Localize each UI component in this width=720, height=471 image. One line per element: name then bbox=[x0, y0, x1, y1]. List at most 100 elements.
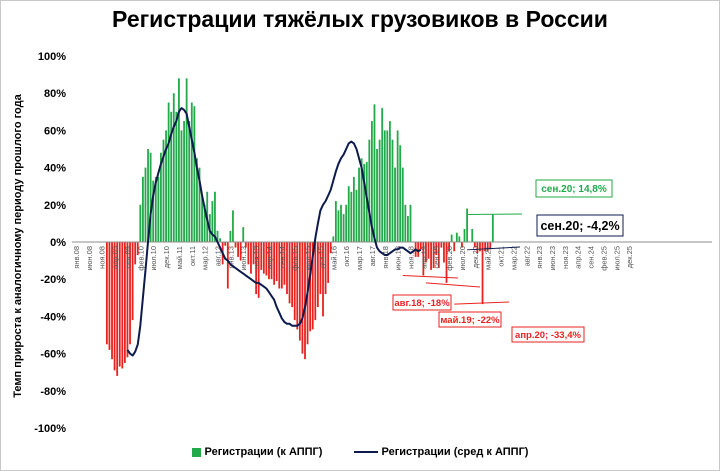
annotation-box bbox=[438, 311, 502, 328]
chart-bar bbox=[437, 242, 440, 269]
chart-bar bbox=[250, 242, 252, 274]
chart-bar bbox=[378, 139, 381, 242]
x-tick-label: июн.23 bbox=[548, 246, 557, 270]
chart-bar bbox=[268, 242, 270, 280]
chart-bar bbox=[237, 242, 239, 257]
y-tick-label: 0% bbox=[50, 237, 66, 249]
chart-bar bbox=[252, 242, 255, 265]
x-tick-label: ноя.23 bbox=[561, 246, 570, 269]
x-tick-label: июл.15 bbox=[304, 246, 313, 270]
chart-bar bbox=[147, 149, 149, 242]
chart-bar bbox=[373, 104, 376, 242]
chart-bar bbox=[162, 139, 165, 242]
annotation-label: апр.20; -33,4% bbox=[515, 330, 581, 341]
annotation-label: сен.20; -4,2% bbox=[540, 219, 619, 233]
annotation-label: авг.18; -18% bbox=[394, 298, 450, 309]
chart-bar bbox=[113, 242, 116, 371]
x-tick-label: фев.25 bbox=[599, 246, 608, 271]
chart-bar bbox=[427, 242, 430, 259]
chart-bar bbox=[216, 230, 219, 242]
x-tick-label: июл.20 bbox=[458, 246, 467, 270]
chart-bar bbox=[257, 242, 260, 298]
x-tick-label: апр.19 bbox=[419, 246, 428, 269]
x-tick-label: дек.25 bbox=[625, 246, 634, 268]
chart-bar bbox=[293, 242, 296, 321]
chart-bar bbox=[247, 242, 250, 265]
x-tick-label: окт.21 bbox=[497, 246, 506, 267]
chart-bar bbox=[296, 242, 299, 330]
chart-bar bbox=[386, 130, 389, 242]
y-tick-label: 40% bbox=[44, 163, 66, 175]
chart-bar bbox=[489, 242, 492, 250]
chart-bar bbox=[355, 189, 358, 242]
legend-label-bars: Регистрации (к АППГ) bbox=[204, 446, 323, 459]
chart-bar bbox=[440, 242, 443, 248]
chart-bar bbox=[342, 214, 345, 242]
chart-bar bbox=[111, 242, 113, 360]
chart-bar bbox=[448, 242, 450, 252]
x-tick-label: фев.10 bbox=[136, 246, 145, 271]
chart-bar bbox=[479, 242, 481, 252]
chart-bar bbox=[301, 242, 304, 354]
series-line-average bbox=[126, 107, 422, 357]
x-tick-label: сен.24 bbox=[587, 246, 596, 269]
chart-bar bbox=[278, 242, 281, 289]
x-tick-label: май.11 bbox=[175, 246, 184, 269]
chart-bar bbox=[136, 242, 139, 256]
chart-bar bbox=[417, 242, 420, 257]
chart-bar bbox=[430, 242, 432, 270]
chart-bar bbox=[391, 139, 394, 242]
chart-title: Регистрации тяжёлых грузовиков в России bbox=[112, 6, 608, 32]
chart-bar bbox=[105, 242, 108, 345]
chart-bar bbox=[129, 242, 131, 345]
x-tick-label: окт.16 bbox=[342, 246, 351, 267]
x-tick-label: янв.08 bbox=[72, 246, 81, 269]
chart-bar bbox=[432, 242, 435, 269]
chart-bar bbox=[404, 204, 407, 242]
annotation-box bbox=[536, 214, 624, 237]
legend-swatch-line bbox=[353, 451, 378, 454]
x-tick-label: мар.12 bbox=[201, 246, 210, 270]
chart-bar bbox=[175, 111, 178, 242]
x-tick-label: ноя.18 bbox=[406, 246, 415, 269]
chart-bar bbox=[139, 204, 142, 242]
chart-bar bbox=[265, 242, 268, 276]
chart-bar bbox=[288, 242, 291, 304]
chart-bar bbox=[149, 152, 152, 242]
chart-bar bbox=[262, 242, 265, 274]
annotation-leader bbox=[402, 274, 459, 279]
annotation-box bbox=[535, 179, 613, 198]
chart-bar bbox=[327, 242, 330, 283]
chart-bar bbox=[363, 163, 366, 242]
chart-bar bbox=[450, 234, 453, 242]
chart-bar bbox=[445, 242, 448, 283]
chart-bar bbox=[376, 149, 378, 242]
x-tick-label: янв.13 bbox=[226, 246, 235, 269]
chart-bar bbox=[422, 242, 425, 276]
chart-bar bbox=[347, 186, 350, 242]
chart-bar bbox=[160, 152, 162, 242]
annotation-label: сен.20; 14,8% bbox=[541, 184, 607, 195]
y-tick-label: -60% bbox=[40, 349, 66, 361]
chart-bar bbox=[270, 242, 273, 280]
legend-item-line: Регистрации (сред к АППГ) bbox=[353, 446, 528, 458]
chart-bar bbox=[157, 176, 160, 242]
chart-bar bbox=[152, 180, 155, 242]
x-tick-label: апр.09 bbox=[111, 246, 120, 269]
y-tick-label: -100% bbox=[34, 423, 66, 435]
chart-bar bbox=[283, 242, 286, 285]
chart-bar bbox=[273, 242, 276, 285]
chart-bar bbox=[260, 242, 263, 270]
chart-bar bbox=[345, 204, 348, 242]
y-tick-label: -20% bbox=[40, 274, 66, 286]
x-tick-label: авг.17 bbox=[368, 246, 377, 266]
chart-bar bbox=[196, 158, 198, 242]
chart-bar bbox=[224, 242, 227, 246]
chart-bar bbox=[232, 210, 234, 242]
chart-bar bbox=[352, 176, 355, 242]
chart-bar bbox=[358, 167, 360, 242]
chart-bar bbox=[190, 102, 193, 242]
chart-bar bbox=[170, 111, 173, 242]
x-tick-label: июл.10 bbox=[149, 246, 158, 270]
